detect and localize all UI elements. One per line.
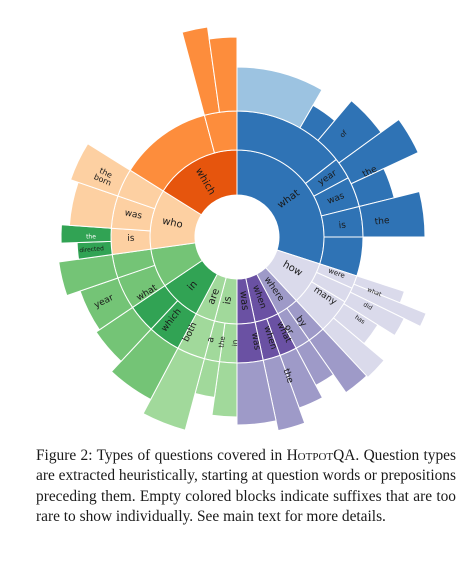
outer-segment-who-d	[69, 143, 131, 197]
outer-label-was-p: was	[249, 332, 262, 351]
outer-segment-what-e	[358, 190, 426, 238]
dataset-name: HotpotQA	[286, 447, 356, 464]
outer-label-is-o: is	[127, 234, 135, 244]
outer-label-was-o: was	[124, 208, 144, 221]
inner-label-who: who	[161, 216, 183, 231]
caption-rest: . Question types are extracted heuristic…	[36, 447, 456, 526]
outer-label-did: did	[362, 301, 374, 312]
outer-label-the-g: the	[86, 234, 96, 241]
outer-segment-which-o-b	[208, 36, 238, 113]
sunburst-chart: what which who in are is was when where how year wa…	[58, 26, 427, 432]
outer-label-is: is	[338, 221, 347, 232]
outer-label-of: of	[338, 129, 349, 140]
outer-label-in-p: in	[231, 340, 239, 347]
caption-prefix: Figure 2: Types of questions covered in	[36, 447, 287, 464]
inner-label-is: is	[222, 296, 234, 305]
outer-label-the-pg: the	[217, 336, 227, 349]
outer-label-directed: directed	[79, 245, 104, 254]
inner-label-are: are	[206, 287, 222, 306]
outer-label-the-2: the	[374, 216, 390, 228]
outer-label-the-p: the	[280, 367, 295, 385]
outer-label-a: a	[206, 336, 217, 344]
outer-label-has: has	[353, 314, 366, 326]
inner-label-was: was	[237, 290, 250, 311]
figure-caption: Figure 2: Types of questions covered in …	[36, 446, 456, 528]
